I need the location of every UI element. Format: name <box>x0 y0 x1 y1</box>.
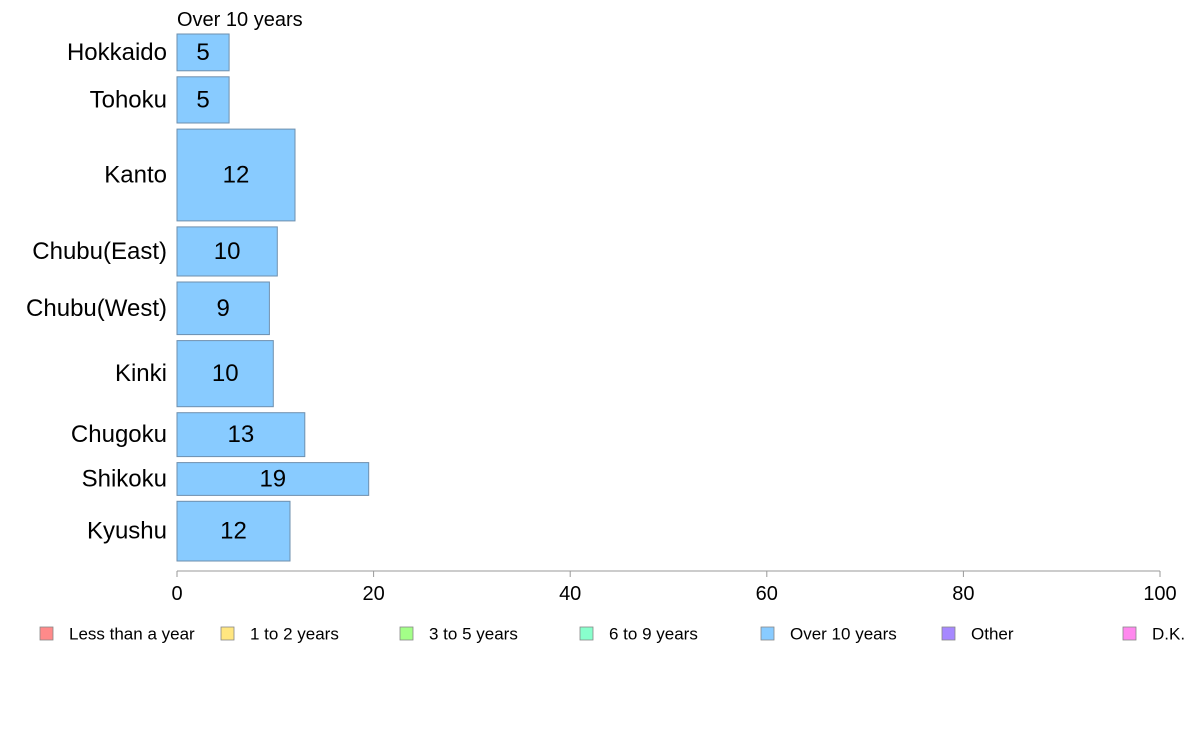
bar-chubu-west <box>176 281 270 336</box>
x-tick-label-20: 20 <box>362 583 384 605</box>
legend-label-other: Other <box>971 625 1014 644</box>
value-label-hokkaido: 5 <box>196 39 209 66</box>
x-axis: 0 20 40 60 80 100 <box>171 570 1177 605</box>
bar-tohoku <box>176 76 230 124</box>
legend-label-6-to-9-years: 6 to 9 years <box>609 625 698 644</box>
legend-swatch-less-than-a-year <box>39 626 54 641</box>
legend-swatch-1-to-2-years <box>220 626 235 641</box>
bar-chugoku <box>176 412 306 458</box>
category-label-kinki: Kinki <box>115 360 167 387</box>
legend-swatch-6-to-9-years <box>579 626 594 641</box>
bar-chubu-east <box>176 226 278 277</box>
value-label-chubu-west: 9 <box>217 295 230 322</box>
x-tick-label-100: 100 <box>1143 583 1176 605</box>
category-label-chubu-east: Chubu(East) <box>32 238 167 265</box>
x-tick-label-40: 40 <box>559 583 581 605</box>
legend-swatch-other <box>941 626 956 641</box>
legend-label-d-k: D.K. <box>1152 625 1185 644</box>
x-tick-label-60: 60 <box>756 583 778 605</box>
category-label-shikoku: Shikoku <box>82 466 167 493</box>
legend-swatch-over-10-years <box>760 626 775 641</box>
bar-hokkaido <box>176 33 230 72</box>
legend-label-3-to-5-years: 3 to 5 years <box>429 625 518 644</box>
category-label-hokkaido: Hokkaido <box>67 39 167 66</box>
value-label-kyushu: 12 <box>220 518 247 545</box>
category-label-kanto: Kanto <box>104 162 167 189</box>
legend-label-over-10-years: Over 10 years <box>790 625 897 644</box>
legend-swatch-3-to-5-years <box>399 626 414 641</box>
value-label-shikoku: 19 <box>259 466 286 493</box>
category-label-chugoku: Chugoku <box>71 421 167 448</box>
value-label-chubu-east: 10 <box>214 238 241 265</box>
x-tick-label-80: 80 <box>952 583 974 605</box>
chart-title: Over 10 years <box>177 9 303 31</box>
legend-label-1-to-2-years: 1 to 2 years <box>250 625 339 644</box>
value-label-kinki: 10 <box>212 360 239 387</box>
bar-kyushu <box>176 500 291 562</box>
value-label-tohoku: 5 <box>196 86 209 113</box>
bar-kinki <box>176 340 274 408</box>
plot-area: Hokkaido 5 Tohoku 5 Kanto 12 Chubu(East) 10 Chub… <box>26 33 370 562</box>
legend-swatch-d-k <box>1122 626 1137 641</box>
category-label-kyushu: Kyushu <box>87 518 167 545</box>
value-label-chugoku: 13 <box>228 421 255 448</box>
category-label-tohoku: Tohoku <box>90 86 167 113</box>
bar-kanto <box>176 128 296 222</box>
category-label-chubu-west: Chubu(West) <box>26 295 167 322</box>
bar-shikoku <box>176 462 370 496</box>
value-label-kanto: 12 <box>223 162 250 189</box>
x-tick-label-0: 0 <box>171 583 182 605</box>
legend-label-less-than-a-year: Less than a year <box>69 625 195 644</box>
legend: Less than a year 1 to 2 years 3 to 5 years… <box>39 625 1185 644</box>
